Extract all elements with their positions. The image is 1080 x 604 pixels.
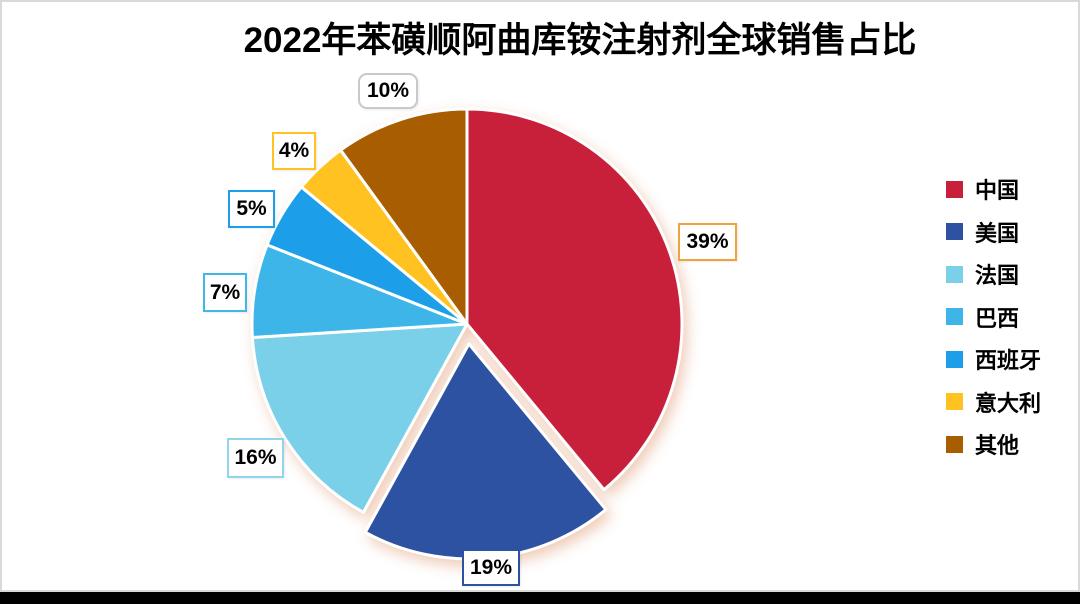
data-label-spain: 5% — [228, 190, 275, 228]
data-label-italy: 4% — [272, 132, 316, 170]
legend-item-brazil: 巴西 — [946, 296, 1041, 339]
pie-slice-2 — [250, 322, 469, 514]
legend-swatch-france — [946, 265, 963, 283]
legend-item-italy: 意大利 — [946, 381, 1041, 424]
legend-swatch-brazil — [946, 308, 963, 326]
legend-label-italy: 意大利 — [975, 390, 1042, 416]
legend-label-usa: 美国 — [975, 220, 1020, 246]
data-label-china: 39% — [678, 223, 737, 261]
legend-label-spain: 西班牙 — [975, 348, 1042, 374]
legend-label-other: 其他 — [975, 433, 1020, 459]
pie-slice-0 — [465, 107, 684, 492]
legend-label-brazil: 巴西 — [975, 305, 1020, 331]
legend-item-spain: 西班牙 — [946, 338, 1041, 381]
legend-item-france: 法国 — [946, 253, 1041, 296]
data-label-usa: 19% — [462, 549, 520, 586]
legend-swatch-other — [946, 435, 963, 453]
legend-item-china: 中国 — [946, 168, 1041, 211]
legend-swatch-spain — [946, 350, 963, 368]
pie-slice-6 — [339, 107, 469, 326]
legend-swatch-usa — [946, 223, 963, 241]
data-label-brazil: 7% — [203, 273, 247, 312]
legend-item-usa: 美国 — [946, 211, 1041, 254]
legend-swatch-italy — [946, 393, 963, 411]
data-label-france: 16% — [227, 438, 284, 478]
chart-title: 2022年苯磺顺阿曲库铵注射剂全球销售占比 — [243, 21, 917, 60]
legend: 中国 美国 法国 巴西 西班牙 意大利 其他 — [946, 168, 1041, 466]
bottom-black-bar — [0, 590, 1080, 604]
data-label-other: 10% — [358, 73, 418, 109]
legend-label-china: 中国 — [975, 178, 1020, 204]
legend-label-france: 法国 — [975, 263, 1020, 289]
legend-item-other: 其他 — [946, 423, 1041, 466]
legend-swatch-china — [946, 180, 963, 198]
